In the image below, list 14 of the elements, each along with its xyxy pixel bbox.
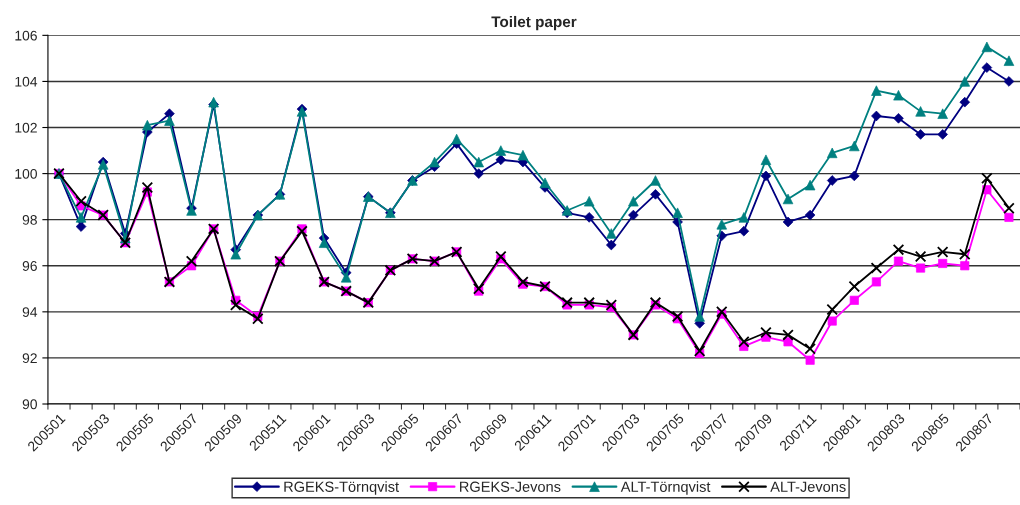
- legend-label: RGEKS-Jevons: [460, 481, 561, 492]
- y-tick-label: 92: [22, 353, 37, 364]
- chart-title: Toilet paper: [491, 15, 577, 31]
- y-tick-label: 98: [22, 215, 37, 225]
- legend-label: ALT-Törnqvist: [620, 481, 711, 495]
- y-tick-label: 90: [22, 399, 37, 410]
- y-tick-label: 106: [15, 30, 37, 41]
- legend-label: ALT-Jevons: [770, 481, 846, 492]
- y-tick-label: 104: [15, 76, 38, 87]
- y-tick-label: 102: [15, 122, 37, 133]
- y-tick-label: 96: [22, 261, 37, 271]
- y-tick-label: 94: [22, 307, 38, 318]
- legend-label: RGEKS-Törnqvist: [284, 481, 399, 495]
- y-tick-label: 100: [15, 168, 37, 179]
